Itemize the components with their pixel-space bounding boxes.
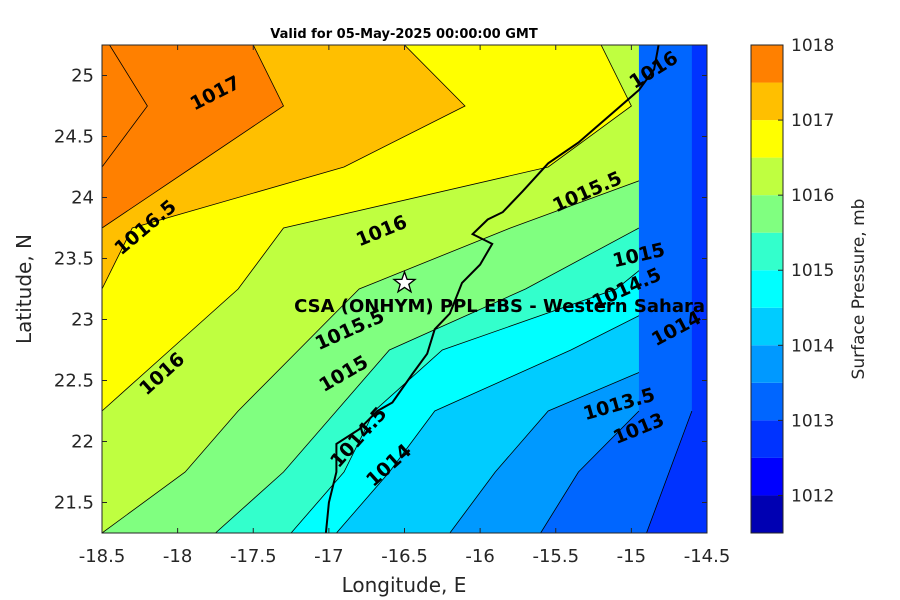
contour-plot-area xyxy=(102,45,707,533)
colorbar-swatch xyxy=(751,270,783,308)
colorbar-tick-label: 1016 xyxy=(791,186,834,206)
x-tick-label: -17.5 xyxy=(230,546,277,567)
colorbar-swatch xyxy=(751,157,783,196)
colorbar-tick-label: 1012 xyxy=(791,486,834,506)
colorbar-swatch xyxy=(751,345,783,383)
contour-line-1014 xyxy=(336,288,693,533)
y-tick-label: 24.5 xyxy=(54,127,94,148)
colorbar-tick-label: 1015 xyxy=(791,261,834,281)
contour-line-1017 xyxy=(102,45,285,229)
y-tick-label: 22.5 xyxy=(54,371,94,392)
colorbar-swatch xyxy=(751,45,783,83)
contour-line-1013-5 xyxy=(449,349,693,533)
colorbar-tick-label: 1018 xyxy=(791,36,834,56)
y-tick-label: 24 xyxy=(71,188,94,209)
colorbar-label: Surface Pressure, mb xyxy=(849,199,869,380)
colorbar-swatch xyxy=(751,232,783,271)
colorbar-swatch xyxy=(751,457,783,496)
site-label: CSA (ONHYM) PPL EBS - Western Sahara xyxy=(294,296,705,317)
contour-line-1016-5 xyxy=(102,45,466,350)
colorbar-tick-label: 1014 xyxy=(791,336,834,356)
y-tick-label: 22 xyxy=(71,432,94,453)
x-tick-label: -15 xyxy=(617,546,646,567)
contour-band-1013 xyxy=(540,45,707,533)
contour-line-1013 xyxy=(540,410,640,533)
y-tick-label: 23 xyxy=(71,310,94,331)
colorbar-swatch xyxy=(751,382,783,421)
colorbar: 1012 1013 1014 1015 1016 1017 1018 xyxy=(750,36,834,534)
y-axis-label: Latitude, N xyxy=(12,234,36,344)
contour-line-1012-5 xyxy=(646,410,693,533)
x-tick-label: -16 xyxy=(465,546,494,567)
chart-title: Valid for 05-May-2025 00:00:00 GMT xyxy=(270,27,538,42)
colorbar-tick-label: 1013 xyxy=(791,411,834,431)
colorbar-swatch xyxy=(751,195,783,233)
site-star-marker xyxy=(392,269,417,294)
x-tick-label: -16.5 xyxy=(381,546,428,567)
y-tick-label: 21.5 xyxy=(54,493,94,514)
y-tick-label: 23.5 xyxy=(54,249,94,270)
colorbar-swatch xyxy=(751,495,783,533)
x-tick-label: -14.5 xyxy=(684,546,731,567)
colorbar-swatch xyxy=(751,120,783,158)
colorbar-frame xyxy=(750,44,784,534)
colorbar-swatch xyxy=(751,307,783,346)
colorbar-tick-label: 1017 xyxy=(791,111,834,131)
x-tick-label: -15.5 xyxy=(532,546,579,567)
contour-line-1017-5 xyxy=(102,45,148,168)
coastline xyxy=(324,45,660,533)
axes: -18.5 -18 -17.5 -17 -16.5 -16 -15.5 -15 -14.5 21.… xyxy=(54,45,730,567)
x-axis-label: Longitude, E xyxy=(342,573,467,597)
colorbar-swatch xyxy=(751,82,783,121)
colorbar-swatch xyxy=(751,420,783,458)
y-tick-label: 25 xyxy=(71,66,94,87)
x-tick-label: -18 xyxy=(163,546,192,567)
x-tick-label: -17 xyxy=(314,546,343,567)
x-tick-label: -18.5 xyxy=(79,546,126,567)
contour-line-1015 xyxy=(215,227,640,533)
contour-line-1016 xyxy=(102,45,632,472)
